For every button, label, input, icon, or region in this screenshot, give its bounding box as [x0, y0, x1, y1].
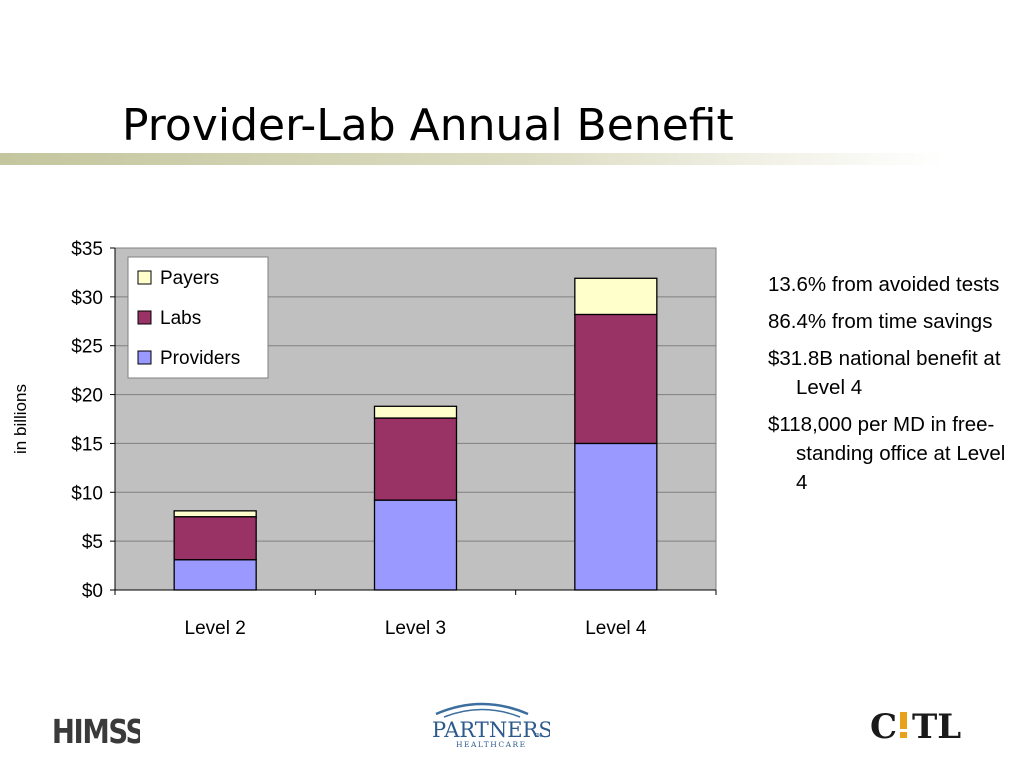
y-tick-label: $15	[71, 434, 103, 455]
bar-payers-level-3	[373, 405, 458, 419]
svg-text:HIMSS: HIMSS	[52, 714, 140, 745]
y-tick-label: $5	[82, 532, 103, 553]
y-tick-label: $0	[82, 581, 103, 602]
benefit-notes-list: 13.6% from avoided tests 86.4% from time…	[768, 270, 1008, 505]
bar-labs-level-4	[574, 313, 658, 445]
y-tick-label: $25	[71, 337, 103, 358]
svg-text:C: C	[870, 707, 897, 744]
bar-providers-level-2	[173, 559, 257, 591]
x-tick-label: Level 4	[585, 618, 647, 639]
note-time-savings: 86.4% from time savings	[768, 310, 993, 333]
citl-logo: C TL	[868, 704, 964, 749]
bar-providers-level-3	[373, 499, 458, 591]
y-tick-label: $35	[71, 239, 103, 260]
x-tick-label: Level 2	[185, 618, 246, 639]
legend-swatch-providers	[137, 350, 152, 365]
bar-payers-level-4	[574, 277, 658, 316]
svg-text:HEALTHCARE: HEALTHCARE	[456, 740, 527, 749]
y-tick-label: $30	[71, 288, 103, 309]
note-per-md-benefit: $118,000 per MD in free-standing office …	[768, 413, 1006, 494]
y-tick-label: $10	[71, 483, 103, 504]
svg-text:TL: TL	[912, 707, 961, 744]
legend-label-labs: Labs	[160, 308, 201, 329]
bar-labs-level-2	[173, 516, 257, 561]
himss-logo: HIMSS	[50, 705, 145, 752]
partners-healthcare-logo: PARTNERS TM HEALTHCARE	[430, 700, 553, 755]
svg-text:PARTNERS: PARTNERS	[432, 718, 550, 742]
bar-payers-level-2	[173, 510, 257, 518]
svg-text:TM: TM	[533, 733, 541, 739]
bar-providers-level-4	[574, 442, 658, 591]
legend-label-payers: Payers	[160, 268, 219, 289]
legend-swatch-payers	[137, 270, 152, 285]
legend-swatch-labs	[137, 310, 152, 325]
slide-title: Provider-Lab Annual Benefit	[122, 100, 734, 151]
title-underline-bar	[0, 153, 945, 165]
x-tick-label: Level 3	[385, 618, 446, 639]
bar-labs-level-3	[373, 417, 458, 501]
legend-label-providers: Providers	[160, 348, 240, 369]
note-national-benefit: $31.8B national benefit at Level 4	[768, 347, 1001, 399]
y-axis-label: in billions	[11, 384, 30, 454]
note-avoided-tests: 13.6% from avoided tests	[768, 273, 1000, 296]
y-tick-label: $20	[71, 386, 103, 407]
